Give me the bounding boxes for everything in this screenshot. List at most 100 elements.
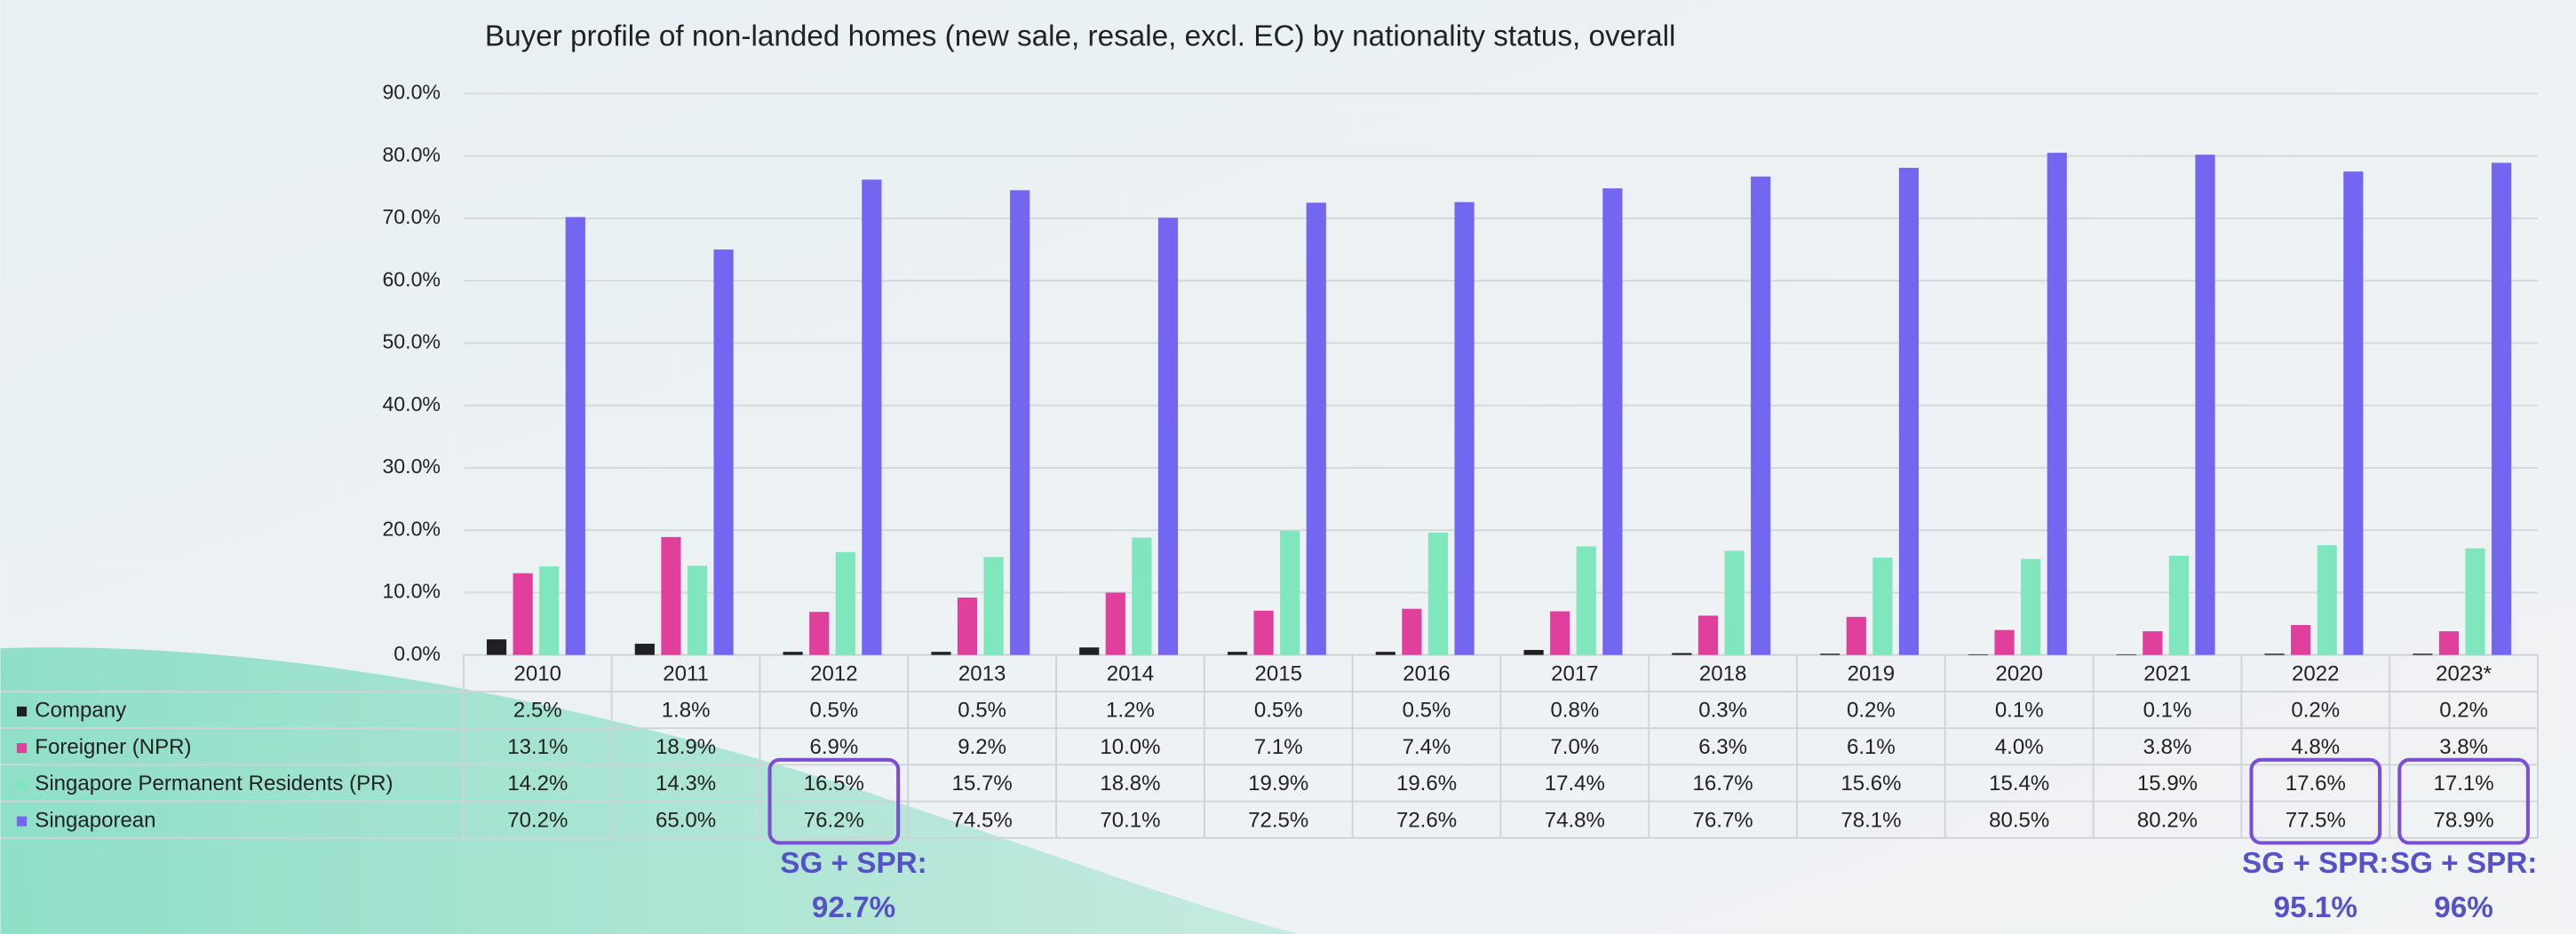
annotation: 96% — [2434, 891, 2493, 924]
data-label: 0.3% — [1698, 699, 1747, 723]
data-label: 0.5% — [1254, 699, 1303, 723]
bar — [983, 557, 1004, 655]
bar — [1550, 611, 1570, 655]
y-tick-label: 40.0% — [382, 392, 441, 416]
y-tick-label: 30.0% — [382, 455, 441, 478]
data-label: 80.2% — [2137, 808, 2198, 832]
x-tick-label: 2019 — [1848, 662, 1895, 686]
data-label: 76.2% — [804, 808, 864, 832]
data-label: 15.7% — [952, 772, 1013, 795]
data-label: 72.5% — [1248, 808, 1308, 832]
data-label: 4.0% — [1995, 735, 2044, 759]
data-label: 14.3% — [656, 772, 716, 795]
x-tick-label: 2013 — [958, 662, 1006, 686]
legend-label: Company — [35, 699, 126, 723]
bar — [2413, 653, 2433, 655]
data-label: 0.5% — [809, 699, 858, 723]
bar — [2317, 545, 2337, 655]
x-tick-label: 2022 — [2292, 662, 2339, 686]
data-label: 10.0% — [1100, 735, 1160, 759]
bar — [1157, 218, 1179, 655]
bar — [1968, 653, 1989, 655]
bar — [1132, 537, 1152, 655]
data-label: 18.9% — [656, 735, 716, 759]
data-label: 15.6% — [1841, 772, 1901, 795]
data-label: 17.1% — [2434, 772, 2494, 795]
bar — [1820, 653, 1841, 655]
bar — [957, 598, 978, 655]
x-tick-label: 2012 — [810, 662, 857, 686]
legend-swatch — [16, 816, 28, 827]
bar — [713, 249, 734, 655]
x-tick-label: 2017 — [1551, 662, 1598, 686]
data-label: 13.1% — [507, 735, 568, 759]
bar — [486, 639, 507, 655]
data-label: 7.1% — [1254, 735, 1303, 759]
x-tick-label: 2016 — [1403, 662, 1450, 686]
y-tick-label: 60.0% — [382, 267, 441, 290]
bar — [1079, 647, 1100, 655]
data-label: 70.1% — [1100, 808, 1160, 832]
data-label: 72.6% — [1396, 808, 1457, 832]
bar — [687, 566, 708, 655]
bar — [1227, 652, 1248, 655]
data-label: 15.4% — [1989, 772, 2049, 795]
bar — [2195, 154, 2215, 655]
data-label: 6.9% — [809, 735, 858, 759]
data-label: 16.7% — [1693, 772, 1753, 795]
data-label: 1.8% — [662, 699, 711, 723]
bar — [1724, 550, 1745, 655]
annotation: SG + SPR: — [780, 847, 926, 880]
bar — [1872, 558, 1893, 655]
bar — [1427, 532, 1449, 655]
bar — [931, 652, 951, 655]
data-label: 74.5% — [952, 808, 1013, 832]
bar — [1672, 653, 1692, 655]
data-label: 19.6% — [1396, 772, 1457, 795]
data-label: 3.8% — [2143, 735, 2192, 759]
bar — [1105, 592, 1125, 655]
data-label: 6.3% — [1698, 735, 1747, 759]
data-label: 78.1% — [1841, 808, 1901, 832]
y-tick-label: 80.0% — [382, 143, 441, 166]
bar — [783, 652, 803, 655]
bar — [661, 536, 681, 655]
x-tick-label: 2018 — [1699, 662, 1746, 686]
bar — [1402, 608, 1422, 655]
bar — [1751, 176, 1771, 655]
bar — [1010, 190, 1030, 655]
data-label: 0.5% — [1403, 699, 1451, 723]
data-label: 77.5% — [2286, 808, 2346, 832]
bar — [2438, 630, 2460, 655]
bar — [1898, 167, 1920, 655]
data-label: 0.2% — [2439, 699, 2488, 723]
data-label: 7.0% — [1550, 735, 1599, 759]
data-label: 2.5% — [513, 699, 562, 723]
data-label: 0.2% — [1847, 699, 1896, 723]
highlight-box — [2249, 757, 2382, 845]
bar — [565, 217, 585, 655]
bar — [1454, 202, 1475, 655]
bar — [513, 573, 533, 655]
y-tick-label: 20.0% — [382, 517, 441, 540]
data-label: 0.8% — [1550, 699, 1599, 723]
bar — [1280, 530, 1300, 655]
bar — [2492, 162, 2512, 655]
data-label: 4.8% — [2291, 735, 2340, 759]
bar — [1576, 546, 1596, 655]
highlight-box — [2397, 757, 2530, 845]
x-tick-label: 2021 — [2143, 662, 2190, 686]
data-label: 0.1% — [2143, 699, 2192, 723]
legend-label: Singapore Permanent Residents (PR) — [35, 772, 393, 795]
legend-swatch — [16, 780, 28, 790]
legend-label: Foreigner (NPR) — [35, 735, 191, 759]
bar — [809, 612, 830, 655]
x-tick-label: 2011 — [663, 662, 709, 686]
bar — [862, 179, 882, 655]
data-label: 0.5% — [958, 699, 1006, 723]
bar — [2264, 653, 2285, 655]
bar — [2291, 624, 2311, 655]
bar — [2047, 153, 2067, 655]
bar — [1846, 616, 1866, 655]
y-tick-label: 90.0% — [382, 80, 441, 103]
